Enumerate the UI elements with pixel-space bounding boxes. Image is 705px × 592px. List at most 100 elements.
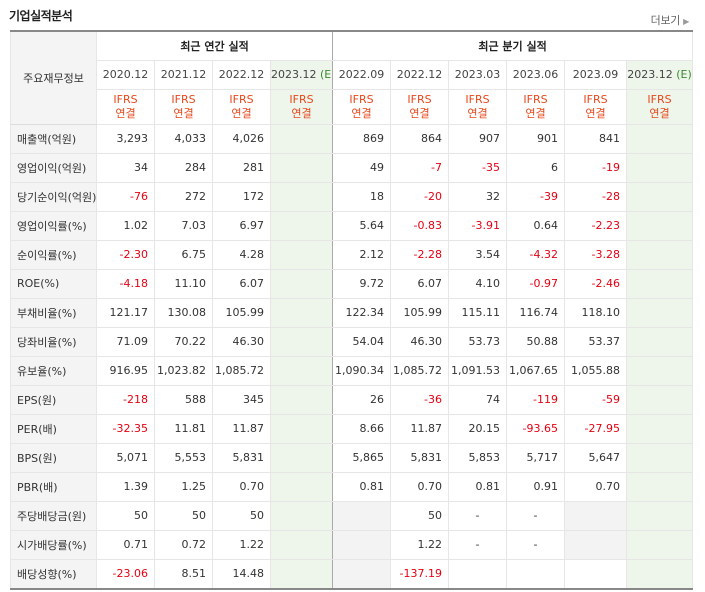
section-title: 기업실적분석 — [9, 9, 73, 23]
period-header: 2023.12 (E) — [269, 59, 334, 90]
table-cell: 53.73 — [448, 326, 508, 357]
table-cell: -27.95 — [564, 413, 628, 444]
table-cell — [626, 529, 694, 560]
table-row: 배당성향(%) -23.06 8.51 14.48 -137.19 — [10, 558, 694, 590]
table-cell: 284 — [154, 152, 213, 183]
table-cell — [626, 123, 694, 154]
table-cell: 1.22 — [212, 529, 271, 560]
table-cell — [332, 558, 392, 590]
table-cell — [564, 529, 628, 560]
table-cell — [269, 529, 334, 560]
table-cell: -76 — [96, 181, 155, 212]
table-cell — [269, 384, 334, 415]
consolidated-text: 연결 — [467, 106, 488, 120]
table-cell: 864 — [390, 123, 450, 154]
table-cell: 3,293 — [96, 123, 155, 154]
table-cell — [269, 268, 334, 299]
consolidated-text: 연결 — [649, 106, 670, 120]
table-cell — [269, 152, 334, 183]
table-row: 유보율(%) 916.95 1,023.82 1,085.72 1,090.34 1,08… — [10, 355, 694, 386]
ifrs-label: IFRS 연결 — [332, 88, 392, 125]
table-cell: 53.37 — [564, 326, 628, 357]
period-label: 2023.12 — [271, 68, 317, 81]
table-cell: -0.97 — [506, 268, 566, 299]
table-cell: 20.15 — [448, 413, 508, 444]
table-row: EPS(원) -218 588 345 26 -36 74 -119 -59 — [10, 384, 694, 415]
consolidated-text: 연결 — [173, 106, 194, 120]
more-link[interactable]: 더보기 ▶ — [650, 12, 690, 28]
table-cell: 105.99 — [212, 297, 271, 328]
table-cell: 4.10 — [448, 268, 508, 299]
table-cell: 54.04 — [332, 326, 392, 357]
table-cell: 0.81 — [448, 471, 508, 502]
table-cell — [269, 413, 334, 444]
table-cell: - — [506, 529, 566, 560]
table-cell — [626, 239, 694, 270]
row-label: 순이익률(%) — [10, 239, 97, 270]
table-cell: 11.87 — [390, 413, 450, 444]
table-cell: 1.02 — [96, 210, 155, 241]
table-cell: 841 — [564, 123, 628, 154]
period-label: 2020.12 — [102, 68, 149, 81]
more-label[interactable]: 더보기 — [650, 14, 681, 27]
ifrs-text: IFRS — [523, 92, 548, 106]
ifrs-text: IFRS — [113, 92, 138, 106]
table-cell — [269, 471, 334, 502]
row-label: 유보율(%) — [10, 355, 97, 386]
table-cell: 11.81 — [154, 413, 213, 444]
table-cell — [269, 558, 334, 590]
ifrs-label: IFRS 연결 — [626, 88, 694, 125]
table-cell: 8.66 — [332, 413, 392, 444]
table-cell — [332, 529, 392, 560]
consolidated-text: 연결 — [525, 106, 546, 120]
row-label: 영업이익(억원) — [10, 152, 97, 183]
table-cell: - — [506, 500, 566, 531]
table-row: BPS(원) 5,071 5,553 5,831 5,865 5,831 5,853 5,71… — [10, 442, 694, 473]
table-cell: 869 — [332, 123, 392, 154]
period-header: 2022.12 — [390, 59, 450, 90]
table-cell: -2.23 — [564, 210, 628, 241]
table-cell: 4.28 — [212, 239, 271, 270]
row-label: 매출액(억원) — [10, 123, 97, 154]
table-cell: 1,067.65 — [506, 355, 566, 386]
table-row: 매출액(억원) 3,293 4,033 4,026 869 864 907 901 841 — [10, 123, 694, 154]
quarter-group-header: 최근 분기 실적 — [332, 30, 694, 61]
table-cell: 34 — [96, 152, 155, 183]
table-cell: 6.97 — [212, 210, 271, 241]
table-cell — [448, 558, 508, 590]
ifrs-text: IFRS — [171, 92, 196, 106]
ifrs-label: IFRS 연결 — [506, 88, 566, 125]
chevron-right-icon: ▶ — [683, 17, 689, 26]
table-cell: 0.72 — [154, 529, 213, 560]
table-cell: 11.10 — [154, 268, 213, 299]
period-label: 2022.09 — [338, 68, 385, 81]
ifrs-text: IFRS — [465, 92, 490, 106]
period-header: 2021.12 — [154, 59, 213, 90]
table-body: 매출액(억원) 3,293 4,033 4,026 869 864 907 901 841 영업이… — [10, 123, 694, 590]
period-header: 2022.09 — [332, 59, 392, 90]
table-cell: 46.30 — [212, 326, 271, 357]
table-cell: 50 — [96, 500, 155, 531]
corner-label: 주요재무정보 — [10, 30, 97, 125]
table-cell: 281 — [212, 152, 271, 183]
table-cell: 5,071 — [96, 442, 155, 473]
table-cell: 6.07 — [212, 268, 271, 299]
table-cell: -36 — [390, 384, 450, 415]
table-cell — [564, 558, 628, 590]
table-cell: 6 — [506, 152, 566, 183]
table-cell: 50.88 — [506, 326, 566, 357]
table-cell: 345 — [212, 384, 271, 415]
table-cell — [626, 500, 694, 531]
table-cell: 121.17 — [96, 297, 155, 328]
table-cell: 7.03 — [154, 210, 213, 241]
table-cell: 70.22 — [154, 326, 213, 357]
table-cell: -59 — [564, 384, 628, 415]
table-cell: 0.91 — [506, 471, 566, 502]
row-label: 시가배당률(%) — [10, 529, 97, 560]
ifrs-text: IFRS — [583, 92, 608, 106]
table-cell: -20 — [390, 181, 450, 212]
consolidated-text: 연결 — [291, 106, 312, 120]
table-cell: 115.11 — [448, 297, 508, 328]
table-cell: -32.35 — [96, 413, 155, 444]
table-cell: 3.54 — [448, 239, 508, 270]
